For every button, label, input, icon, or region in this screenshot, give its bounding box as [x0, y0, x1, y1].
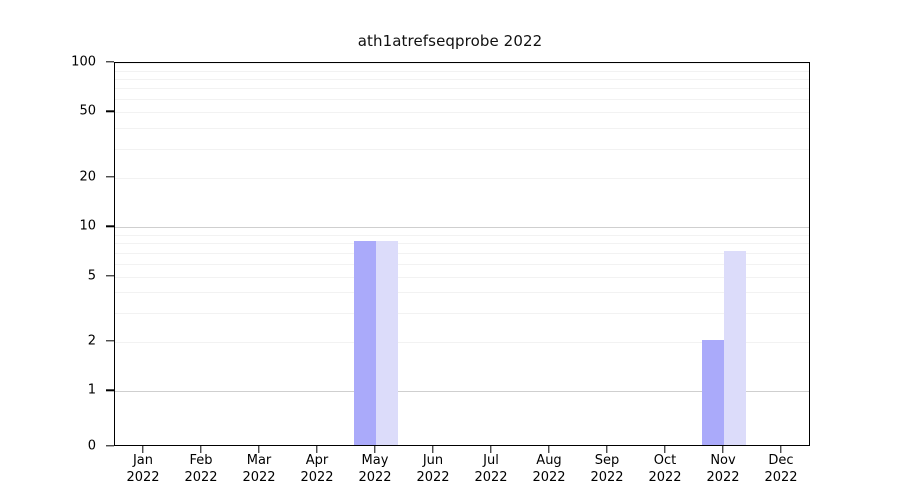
x-axis-tick-label: Dec 2022 — [764, 452, 797, 486]
y-axis-tick-mark — [106, 225, 114, 227]
gridline-minor — [115, 263, 809, 265]
plot-area: Nb of distinct IPs Nb of downloads — [114, 62, 810, 446]
x-axis-tick-month: Nov — [710, 453, 736, 468]
y-axis-tick-label: 0 — [87, 438, 96, 454]
x-axis-tick-label: Oct 2022 — [648, 452, 681, 486]
x-axis-ticks — [114, 446, 810, 454]
x-axis-tick-month: Aug — [536, 453, 562, 468]
x-axis-tick-mark — [316, 446, 318, 453]
x-axis-tick-mark — [200, 446, 202, 453]
gridline-minor — [115, 99, 809, 101]
x-axis-tick-mark — [548, 446, 550, 453]
gridline-minor — [115, 341, 809, 343]
x-axis-tick-label: Jun 2022 — [416, 452, 449, 486]
x-axis-tick-label: Jul 2022 — [474, 452, 507, 486]
x-axis-tick-month: Jan — [132, 453, 154, 468]
x-axis-tick-mark — [722, 446, 724, 453]
bar-downloads — [724, 250, 746, 445]
bar-distinct-ips — [702, 339, 724, 445]
gridline-minor — [115, 243, 809, 245]
x-axis-tick-mark — [606, 446, 608, 453]
x-axis-tick-month: Sep — [594, 453, 620, 468]
x-axis-tick-year: 2022 — [532, 470, 566, 485]
y-axis-tick-label: 20 — [79, 169, 96, 185]
gridline-minor — [115, 88, 809, 90]
x-axis-tick-year: 2022 — [590, 470, 624, 485]
gridline-minor — [115, 78, 809, 80]
x-axis-tick-month: Jul — [483, 453, 499, 468]
gridline-minor — [115, 234, 809, 236]
x-axis-tick-year: 2022 — [648, 470, 682, 485]
y-axis-tick-mark — [106, 274, 114, 277]
x-axis-tick-year: 2022 — [474, 470, 508, 485]
gridline-minor — [115, 70, 809, 72]
x-axis-tick-mark — [780, 446, 782, 453]
gridline-minor — [115, 112, 809, 114]
gridline-minor — [115, 252, 809, 254]
x-axis-tick-label: May 2022 — [358, 452, 391, 486]
x-axis-tick-mark — [490, 446, 492, 453]
x-axis-tick-month: May — [361, 453, 389, 468]
x-axis-tick-year: 2022 — [764, 470, 798, 485]
x-axis-tick-year: 2022 — [300, 470, 334, 485]
gridline-minor — [115, 276, 809, 278]
gridline-minor — [115, 177, 809, 179]
x-axis-tick-year: 2022 — [126, 470, 160, 485]
y-axis-ticks — [106, 61, 115, 447]
y-axis-tick-mark — [106, 445, 114, 447]
gridline-minor — [115, 292, 809, 294]
x-axis-tick-year: 2022 — [416, 470, 450, 485]
y-axis-tick-mark — [106, 340, 114, 342]
gridline-minor — [115, 63, 809, 64]
x-axis-tick-label: Sep 2022 — [590, 452, 623, 486]
y-axis-tick-label: 1 — [87, 382, 96, 398]
x-axis-tick-label: Aug 2022 — [532, 452, 565, 486]
gridline-minor — [115, 313, 809, 314]
y-axis-tick-label: 2 — [87, 333, 96, 349]
x-axis-tick-month: Mar — [246, 453, 272, 468]
y-axis-tick-mark — [106, 389, 114, 392]
x-axis-tick-mark — [432, 446, 434, 453]
x-axis-tick-label: Mar 2022 — [242, 452, 275, 486]
y-axis-tick-mark — [106, 61, 114, 63]
x-axis-labels: Jan 2022 Feb 2022 Mar 2022 Apr 2022 May 2022 Jun 20… — [114, 452, 810, 498]
gridline-major — [115, 227, 809, 229]
y-axis-tick-label: 50 — [79, 103, 96, 119]
x-axis-tick-month: Feb — [189, 453, 213, 468]
x-axis-tick-label: Feb 2022 — [184, 452, 217, 486]
x-axis-tick-year: 2022 — [184, 470, 218, 485]
gridline-minor — [115, 148, 809, 150]
x-axis-tick-year: 2022 — [242, 470, 276, 485]
x-axis-tick-label: Jan 2022 — [126, 452, 159, 486]
x-axis-tick-mark — [374, 446, 376, 453]
x-axis-tick-month: Apr — [305, 453, 329, 468]
x-axis-tick-month: Oct — [653, 453, 677, 468]
gridline-major — [115, 391, 809, 393]
x-axis-tick-month: Dec — [768, 453, 794, 468]
x-axis-tick-year: 2022 — [706, 470, 740, 485]
y-axis-labels: 0 1 2 5 10 20 50 100 — [0, 55, 106, 454]
bar-distinct-ips — [354, 241, 376, 445]
x-axis-tick-label: Nov 2022 — [706, 452, 739, 486]
x-axis-tick-mark — [258, 446, 260, 453]
chart-title: ath1atrefseqprobe 2022 — [357, 32, 543, 50]
y-axis-tick-label: 100 — [71, 54, 96, 70]
x-axis-tick-mark — [664, 446, 666, 453]
x-axis-tick-month: Jun — [422, 453, 444, 468]
y-axis-tick-label: 10 — [79, 218, 96, 234]
x-axis-tick-label: Apr 2022 — [300, 452, 333, 486]
y-axis-tick-mark — [106, 176, 114, 178]
gridline-minor — [115, 128, 809, 130]
y-axis-tick-label: 5 — [87, 268, 96, 284]
bar-downloads — [376, 241, 398, 445]
x-axis-tick-mark — [142, 446, 144, 453]
y-axis-tick-mark — [106, 110, 114, 113]
x-axis-tick-year: 2022 — [358, 470, 392, 485]
